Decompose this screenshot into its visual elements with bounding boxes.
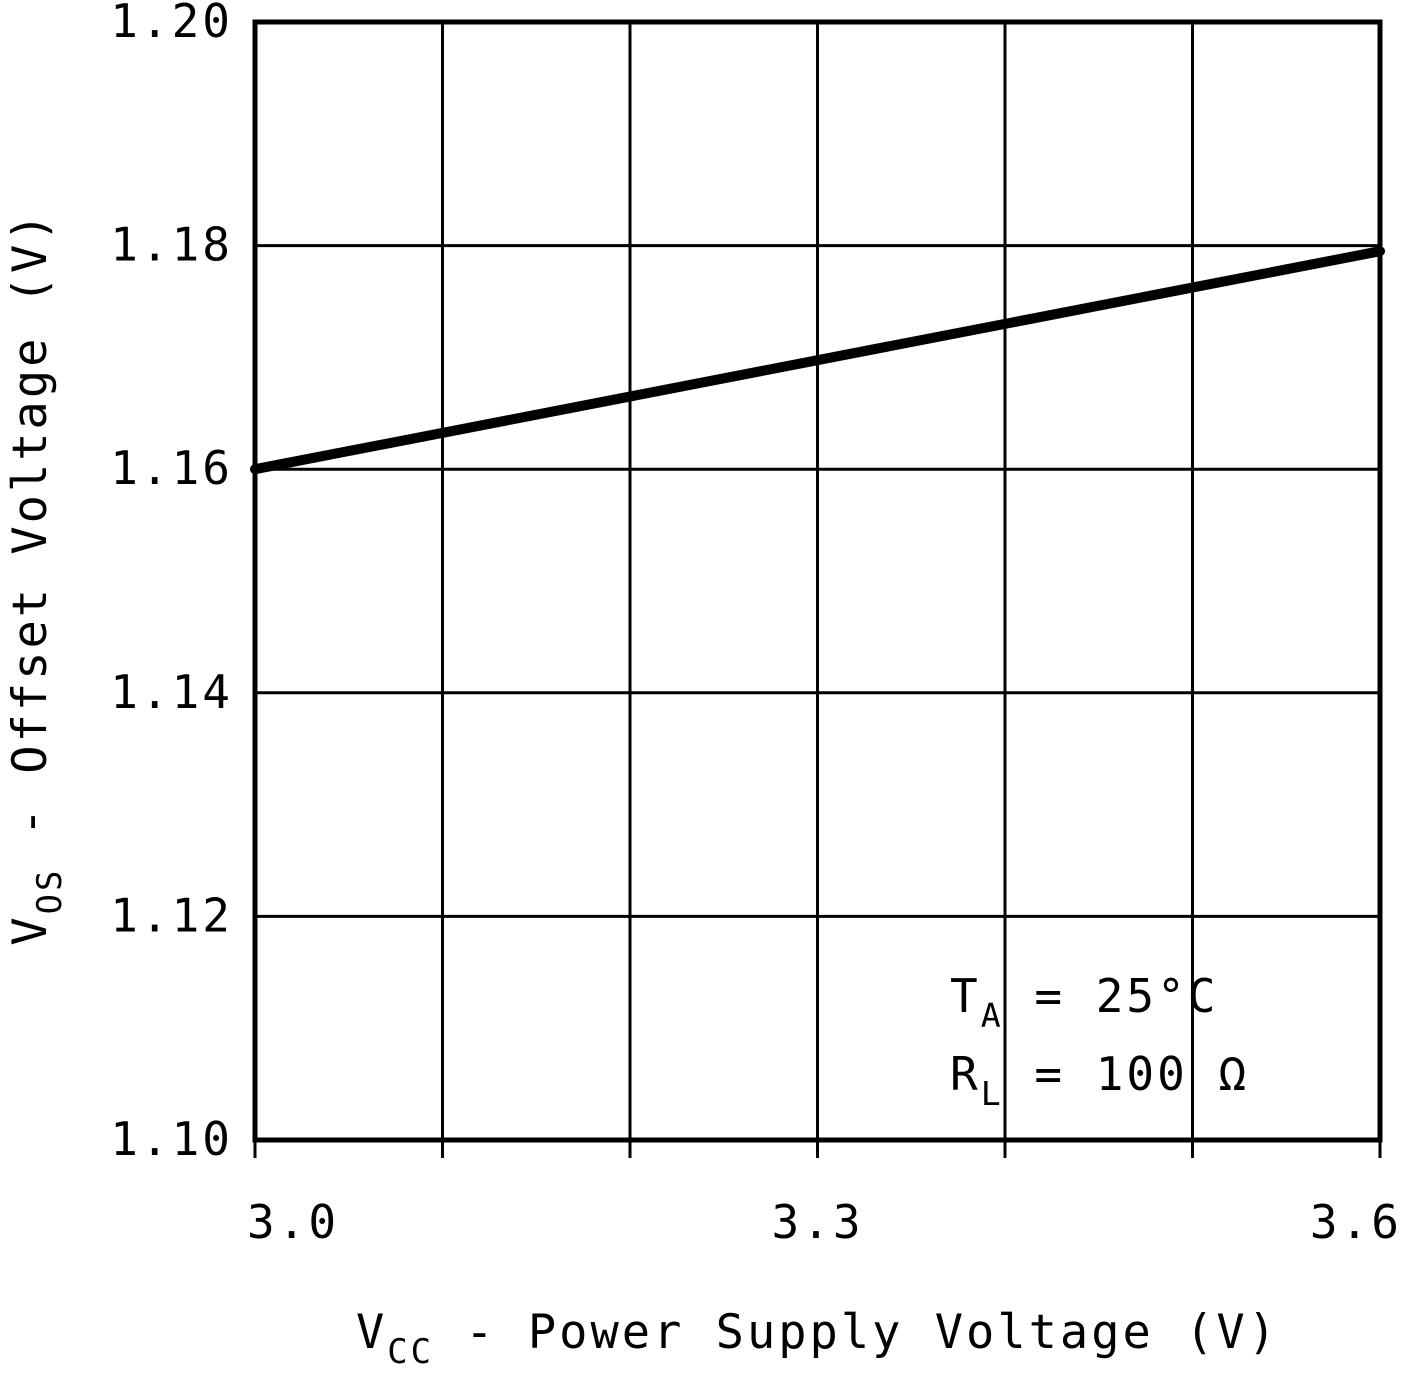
label-subscript: L — [981, 1074, 1004, 1113]
label-rest: = 25°C — [1004, 969, 1219, 1023]
label-rest: = 100 Ω — [1004, 1047, 1250, 1101]
y-tick-labels: 1.10 1.12 1.14 1.16 1.18 1.20 — [110, 0, 233, 1166]
annotation-line: RL = 100 Ω — [950, 1047, 1249, 1113]
x-tick-labels: 3.0 3.3 3.6 — [247, 1195, 1402, 1249]
plot-border — [252, 19, 1383, 1143]
data-line — [250, 246, 1385, 475]
y-tick-label: 1.14 — [110, 665, 233, 719]
annotation-conditions: TA = 25°C RL = 100 Ω — [950, 969, 1249, 1113]
axis-tick-marks — [253, 1140, 1382, 1158]
label-subscript: CC — [387, 1332, 434, 1371]
annotation-line: TA = 25°C — [950, 969, 1219, 1035]
x-axis-label: VCC - Power Supply Voltage (V) — [356, 1305, 1279, 1371]
label-rest: - Offset Voltage (V) — [3, 210, 58, 867]
y-tick-label: 1.20 — [110, 0, 233, 48]
label-rest: - Power Supply Voltage (V) — [434, 1305, 1279, 1360]
x-tick-label: 3.0 — [247, 1195, 339, 1249]
y-tick-label: 1.16 — [110, 441, 233, 495]
x-tick-label: 3.3 — [771, 1195, 863, 1249]
label-main: V — [356, 1305, 387, 1360]
label-main: T — [950, 969, 981, 1023]
y-tick-label: 1.18 — [110, 218, 233, 272]
y-tick-label: 1.12 — [110, 888, 233, 942]
label-subscript: OS — [30, 868, 69, 915]
label-subscript: A — [981, 996, 1004, 1035]
y-tick-label: 1.10 — [110, 1112, 233, 1166]
x-tick-label: 3.6 — [1310, 1195, 1402, 1249]
label-main: R — [950, 1047, 981, 1101]
y-axis-label: VOS - Offset Voltage (V) — [3, 210, 69, 945]
label-main: V — [3, 914, 58, 945]
